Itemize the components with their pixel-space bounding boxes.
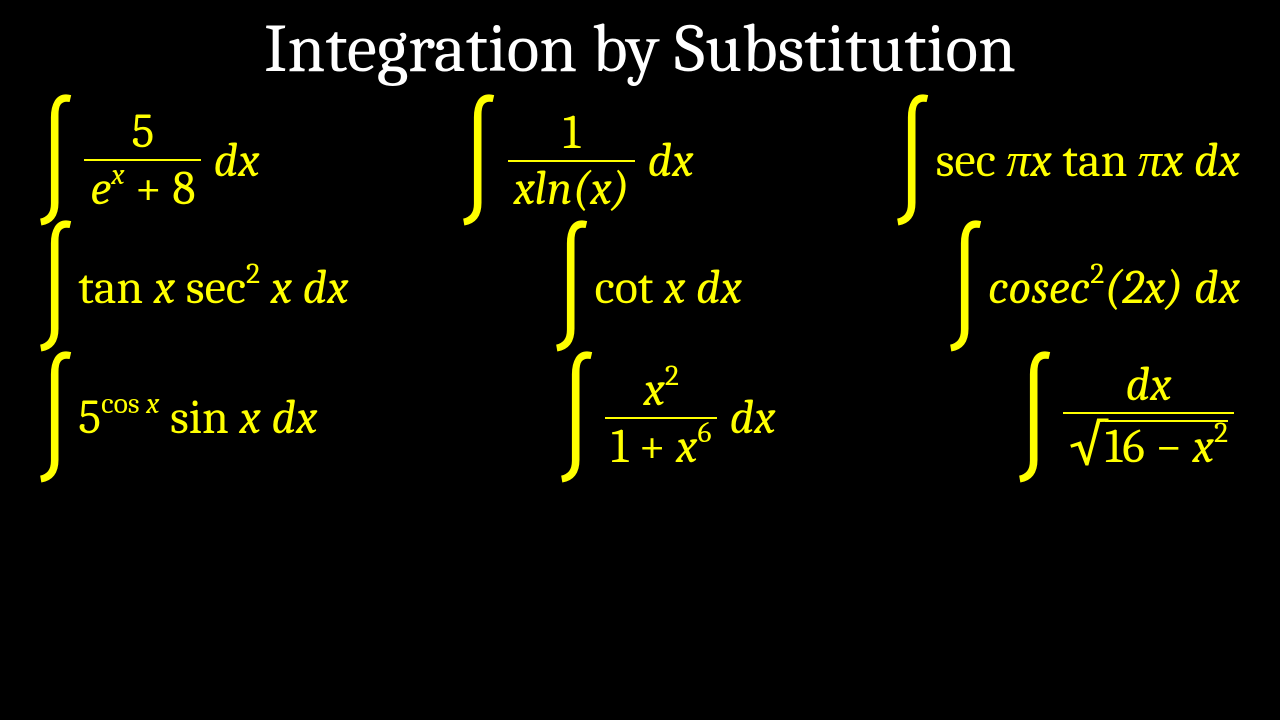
eq-tail: dx xyxy=(729,390,775,445)
equation-r3c3: ∫ dx √ 16 − x2 xyxy=(1019,361,1240,475)
equation-row-2: ∫ tan x sec2 x dx ∫ cot x dx ∫ cosec2(2x… xyxy=(30,248,1250,326)
eq-numerator: 5 xyxy=(125,108,160,159)
eq-denominator: xln(x) xyxy=(508,160,636,213)
eq-denominator: √ 16 − x2 xyxy=(1063,412,1234,475)
eq-denominator: 1 + x6 xyxy=(605,417,718,471)
eq-numerator: dx xyxy=(1119,361,1177,412)
equations-grid: ∫ 5 ex + 8 dx ∫ 1 xln(x) dx ∫ sec πx tan… xyxy=(0,88,1280,475)
equation-r1c1: ∫ 5 ex + 8 dx xyxy=(40,108,260,213)
equation-r3c1: ∫ 5cos x sin x dx xyxy=(40,379,317,457)
equation-r2c1: ∫ tan x sec2 x dx xyxy=(40,248,349,326)
eq-denominator: ex + 8 xyxy=(84,159,201,213)
equation-r2c2: ∫ cot x dx xyxy=(556,248,742,326)
eq-tail: dx xyxy=(213,133,259,188)
equation-r1c3: ∫ sec πx tan πx dx xyxy=(897,122,1240,200)
equation-r3c2: ∫ x2 1 + x6 dx xyxy=(561,365,776,471)
equation-row-1: ∫ 5 ex + 8 dx ∫ 1 xln(x) dx ∫ sec πx tan… xyxy=(30,108,1250,213)
eq-tail: dx xyxy=(647,133,693,188)
equation-r1c2: ∫ 1 xln(x) dx xyxy=(463,109,693,213)
equation-row-3: ∫ 5cos x sin x dx ∫ x2 1 + x6 dx ∫ dx √ … xyxy=(30,361,1250,475)
page-title: Integration by Substitution xyxy=(0,0,1280,88)
eq-numerator: 1 xyxy=(557,109,586,160)
equation-r2c3: ∫ cosec2(2x) dx xyxy=(950,248,1240,326)
eq-numerator: x2 xyxy=(637,365,684,417)
